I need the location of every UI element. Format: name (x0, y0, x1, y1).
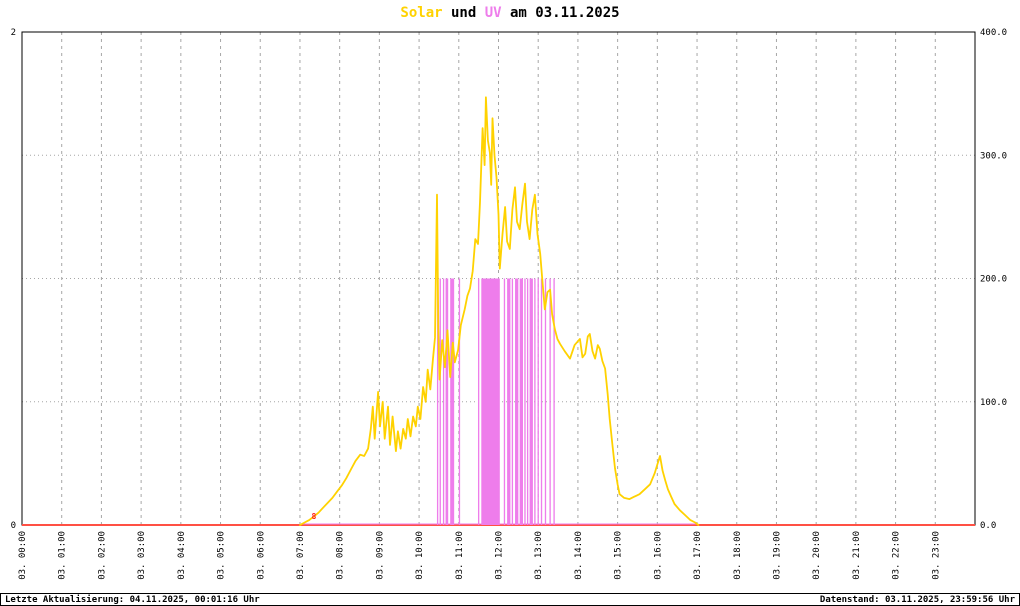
x-axis-label: 03. 00:00 (18, 531, 28, 580)
uv-bar (442, 278, 445, 525)
uv-bar (540, 278, 543, 525)
uv-bar (436, 278, 439, 525)
footer-last-update: Letzte Aktualisierung: 04.11.2025, 00:01… (5, 594, 260, 605)
title-date: am 03.11.2025 (501, 5, 620, 21)
x-axis-label: 03. 08:00 (336, 531, 346, 580)
x-axis-label: 03. 10:00 (415, 531, 425, 580)
sunrise-marker: 8 (311, 512, 316, 521)
uv-bar (450, 278, 455, 525)
uv-bar (481, 278, 500, 525)
right-axis-label: 300.0 (980, 151, 1007, 161)
footer-bar: Letzte Aktualisierung: 04.11.2025, 00:01… (0, 593, 1020, 606)
x-axis-label: 03. 07:00 (296, 531, 306, 580)
uv-bar (524, 278, 526, 525)
solar-line (299, 96, 700, 526)
title-solar: Solar (400, 5, 443, 21)
x-axis-label: 03. 20:00 (812, 531, 822, 580)
right-axis-label: 400.0 (980, 28, 1007, 38)
solar-uv-chart: 400.0 300.0 200.0 100.0 0.0 2 003. 00:00 03. 01… (11, 28, 1008, 580)
uv-bar (534, 278, 536, 525)
left-axis-label: 2 (11, 28, 16, 38)
uv-bar (549, 278, 551, 525)
x-axis-label: 03. 12:00 (495, 531, 505, 580)
uv-bar (526, 278, 529, 525)
uv-bar (477, 278, 480, 525)
x-axis-label: 03. 18:00 (733, 531, 743, 580)
x-axis-label: 03. 01:00 (58, 531, 68, 580)
uv-bar (439, 278, 441, 525)
x-axis-label: 03. 15:00 (614, 531, 624, 580)
uv-bar (503, 278, 506, 525)
title-und: und (442, 5, 485, 21)
uv-bar (537, 278, 539, 525)
x-axis-label: 03. 23:00 (931, 531, 941, 580)
uv-bar (529, 278, 533, 525)
chart-title: Solar und UV am 03.11.2025 (0, 5, 1020, 21)
footer-data-state: Datenstand: 03.11.2025, 23:59:56 Uhr (819, 594, 1015, 605)
x-axis-label: 03. 02:00 (97, 531, 107, 580)
uv-bar (511, 278, 514, 525)
x-axis-label: 03. 06:00 (256, 531, 266, 580)
x-axis-label: 03. 22:00 (892, 531, 902, 580)
uv-bar (553, 278, 555, 525)
x-axis-label: 03. 16:00 (653, 531, 663, 580)
title-uv: UV (484, 5, 502, 21)
x-axis-label: 03. 11:00 (455, 531, 465, 580)
right-axis-label: 200.0 (980, 275, 1007, 285)
x-axis-label: 03. 13:00 (534, 531, 544, 580)
uv-bar (544, 278, 547, 525)
uv-bar (519, 278, 523, 525)
x-axis-label: 03. 19:00 (772, 531, 782, 580)
uv-bar (515, 278, 519, 525)
left-axis-label: 0 (11, 521, 16, 531)
x-axis-label: 03. 14:00 (574, 531, 584, 580)
right-axis-label: 100.0 (980, 398, 1007, 408)
x-axis-label: 03. 21:00 (852, 531, 862, 580)
x-axis-label: 03. 04:00 (177, 531, 187, 580)
uv-bar (458, 278, 461, 525)
x-axis-label: 03. 09:00 (375, 531, 385, 580)
x-axis-label: 03. 03:00 (137, 531, 147, 580)
x-axis-label: 03. 05:00 (217, 531, 227, 580)
uv-bar (507, 278, 511, 525)
uv-bar (445, 278, 449, 525)
right-axis-label: 0.0 (980, 521, 996, 531)
x-axis-label: 03. 17:00 (693, 531, 703, 580)
